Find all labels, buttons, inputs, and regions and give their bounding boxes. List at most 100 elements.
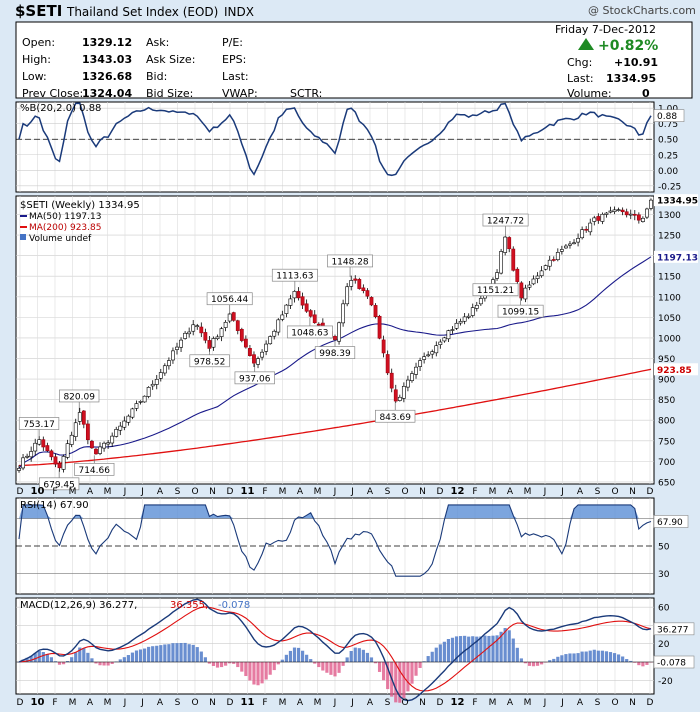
candle-body — [37, 439, 42, 445]
x-axis-label: 11 — [241, 486, 255, 497]
candle-body — [636, 214, 641, 221]
x-axis-label: O — [401, 698, 408, 708]
macd-hist-bar — [74, 652, 78, 662]
macd-hist-bar — [479, 636, 483, 662]
candle-body — [608, 210, 613, 213]
x-axis-label: N — [209, 698, 216, 708]
candle-body — [515, 268, 520, 282]
macd-hist-bar — [406, 662, 410, 692]
macd-hist-bar — [276, 662, 280, 665]
x-axis-label: M — [279, 487, 287, 497]
macd-hist-bar — [531, 662, 536, 667]
candle-body — [199, 326, 204, 334]
price-tick-label: 900 — [658, 376, 675, 386]
annotation-label: 1099.15 — [502, 308, 539, 318]
macd-hist-bar — [584, 651, 588, 662]
candle-body — [162, 365, 167, 374]
x-axis-label: S — [175, 487, 181, 497]
macd-hist-bar — [138, 649, 143, 662]
x-axis-label: M — [104, 698, 112, 708]
annotation-box — [482, 213, 529, 227]
candle-body — [632, 213, 637, 216]
candle-body — [341, 303, 346, 324]
quote-label: Ask Size: — [146, 53, 195, 66]
pb-tick-label: -0.25 — [658, 182, 681, 192]
macd-hist-bar — [580, 651, 584, 662]
macd-hist-bar — [487, 635, 491, 662]
ma50-tag: 1197.13 — [657, 253, 698, 263]
macd-hist-bar — [426, 656, 430, 662]
annotation-box — [327, 254, 373, 268]
x-axis-label: J — [333, 487, 337, 497]
x-axis-label: A — [367, 487, 374, 497]
x-axis-label: M — [104, 487, 112, 497]
macd-hist-bar — [333, 662, 337, 677]
candle-body — [106, 442, 111, 445]
price-tick-label: 650 — [658, 478, 675, 488]
macd-hist-bar — [300, 650, 305, 662]
candle-body — [57, 463, 62, 469]
x-axis-label: D — [437, 487, 444, 497]
x-axis-label: A — [507, 698, 514, 708]
macd-legend-hist: -0.078 — [218, 600, 250, 611]
macd-hist-bar — [280, 659, 284, 662]
price-tick-label: 850 — [658, 396, 675, 406]
rsi-current-tag: 67.90 — [657, 518, 683, 528]
x-axis-label: A — [157, 487, 164, 497]
macd-hist-bar — [33, 653, 37, 662]
candle-body — [580, 229, 585, 239]
macd-hist-bar — [264, 662, 268, 680]
candle-body — [600, 213, 605, 222]
macd-hist-bar — [629, 660, 633, 662]
macd-hist-bar — [418, 662, 422, 668]
macd-hist-bar — [29, 655, 33, 662]
x-axis-label: J — [560, 698, 564, 708]
macd-hist-bar — [199, 651, 203, 662]
change-pct: +0.82% — [598, 38, 658, 54]
macd-hist-bar — [191, 644, 195, 662]
candle-body — [588, 222, 593, 233]
macd-hist-bar — [45, 654, 49, 662]
macd-hist-bar — [296, 647, 301, 662]
macd-hist-bar — [147, 646, 151, 662]
x-axis-label: D — [17, 698, 24, 708]
quote-date: Friday 7-Dec-2012 — [555, 23, 656, 36]
annotation-label: 753.17 — [23, 420, 55, 430]
macd-hist-bar — [94, 662, 98, 664]
macd-hist-bar — [523, 662, 528, 664]
x-axis-label: A — [87, 698, 94, 708]
x-axis-label: N — [629, 487, 636, 497]
candle-body — [401, 385, 406, 399]
pb-line — [18, 102, 652, 177]
candle-body — [365, 290, 370, 297]
last-price-tag: 1334.95 — [657, 197, 698, 207]
candle-body — [649, 199, 653, 209]
x-axis-label: N — [209, 487, 216, 497]
macd-hist-bar — [612, 653, 617, 662]
candle-body — [499, 251, 504, 274]
x-axis-label: M — [69, 698, 77, 708]
macd-hist-bar — [106, 662, 110, 666]
x-axis-label: D — [227, 487, 234, 497]
quote-label: Bid: — [146, 70, 167, 83]
macd-hist-bar — [61, 662, 66, 665]
candles — [17, 198, 653, 473]
candle-body — [450, 329, 455, 331]
macd-hist-bar — [604, 651, 609, 662]
watermark: @ StockCharts.com — [588, 4, 696, 17]
candle-body — [53, 456, 58, 465]
candle-body — [292, 291, 297, 299]
macd-hist-bar — [454, 636, 459, 662]
candle-body — [410, 373, 414, 381]
macd-hist-bar — [422, 661, 426, 662]
candle-body — [203, 332, 208, 341]
x-axis-label: 11 — [241, 697, 255, 708]
volume-legend: Volume undef — [29, 234, 92, 244]
macd-hist-bar — [471, 636, 475, 662]
macd-tick-label: 60 — [658, 604, 670, 614]
macd-legend-main: MACD(12,26,9) 36.277, — [20, 600, 137, 611]
candle-body — [426, 354, 431, 357]
candle-body — [645, 208, 649, 218]
macd-hist-bar — [268, 662, 272, 675]
